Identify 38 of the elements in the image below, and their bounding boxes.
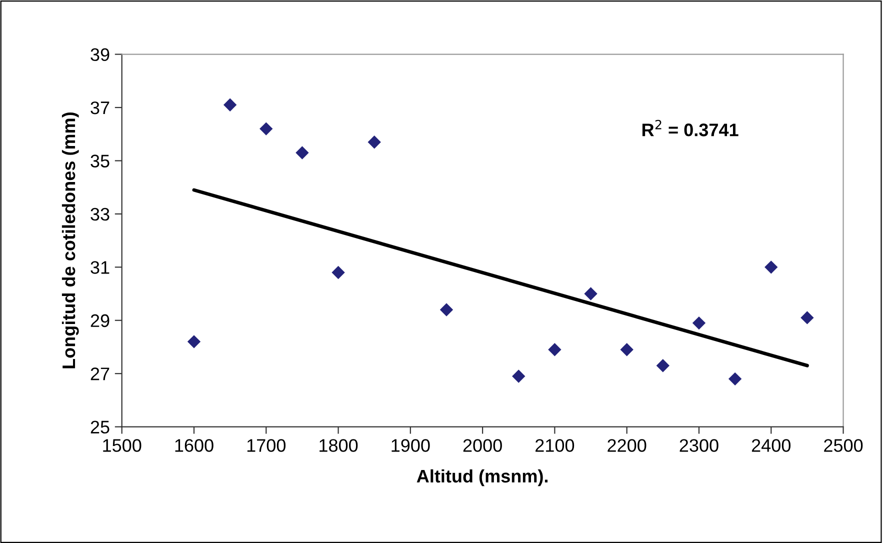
x-tick-label: 2200 xyxy=(608,439,646,452)
x-tick-label: 2000 xyxy=(463,439,502,452)
point xyxy=(332,266,345,280)
y-axis-title: Longitud de cotiledones (mm) xyxy=(62,112,79,368)
x-tick-label: 2400 xyxy=(752,439,791,452)
x-tick-label: 2100 xyxy=(536,439,574,452)
y-tick-label: 31 xyxy=(90,261,110,274)
y-tick-label: 33 xyxy=(90,208,110,221)
x-tick-label: 2300 xyxy=(680,439,718,452)
point xyxy=(764,260,778,274)
point xyxy=(656,359,670,372)
y-tick-label: 27 xyxy=(90,368,110,380)
point xyxy=(584,287,598,300)
point xyxy=(548,343,562,356)
point xyxy=(187,335,201,348)
point xyxy=(368,136,381,149)
point xyxy=(260,122,273,136)
point xyxy=(620,343,634,356)
annotation: R$^{2}$ = 0.3741 xyxy=(642,120,738,136)
y-tick-label: 35 xyxy=(90,154,110,168)
x-tick-label: 1500 xyxy=(103,439,142,452)
point xyxy=(512,370,526,383)
point xyxy=(296,146,309,160)
point xyxy=(800,311,814,324)
x-axis-title: Altitud (msnm). xyxy=(416,469,548,486)
y-tick-label: 39 xyxy=(90,48,110,62)
y-tick-label: 29 xyxy=(90,314,110,328)
x-tick-label: 1900 xyxy=(392,439,430,452)
x-tick-label: 2500 xyxy=(824,439,863,452)
x-tick-label: 1600 xyxy=(175,439,214,452)
point xyxy=(692,316,706,330)
point xyxy=(728,372,742,386)
point xyxy=(223,98,237,112)
x-tick-label: 1800 xyxy=(320,439,358,452)
y-tick-label: 25 xyxy=(90,420,110,434)
x-tick-label: 1700 xyxy=(247,439,286,452)
point xyxy=(440,303,454,316)
y-tick-label: 37 xyxy=(90,101,110,114)
